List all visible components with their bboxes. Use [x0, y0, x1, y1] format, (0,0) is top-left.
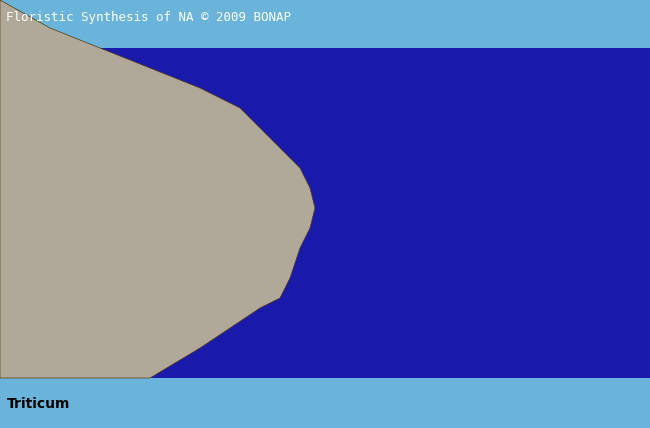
- Text: Triticum: Triticum: [6, 397, 70, 411]
- Bar: [0, 48, 650, 378]
- Text: Floristic Synthesis of NA © 2009 BONAP: Floristic Synthesis of NA © 2009 BONAP: [6, 11, 291, 24]
- Polygon shape: [0, 0, 315, 378]
